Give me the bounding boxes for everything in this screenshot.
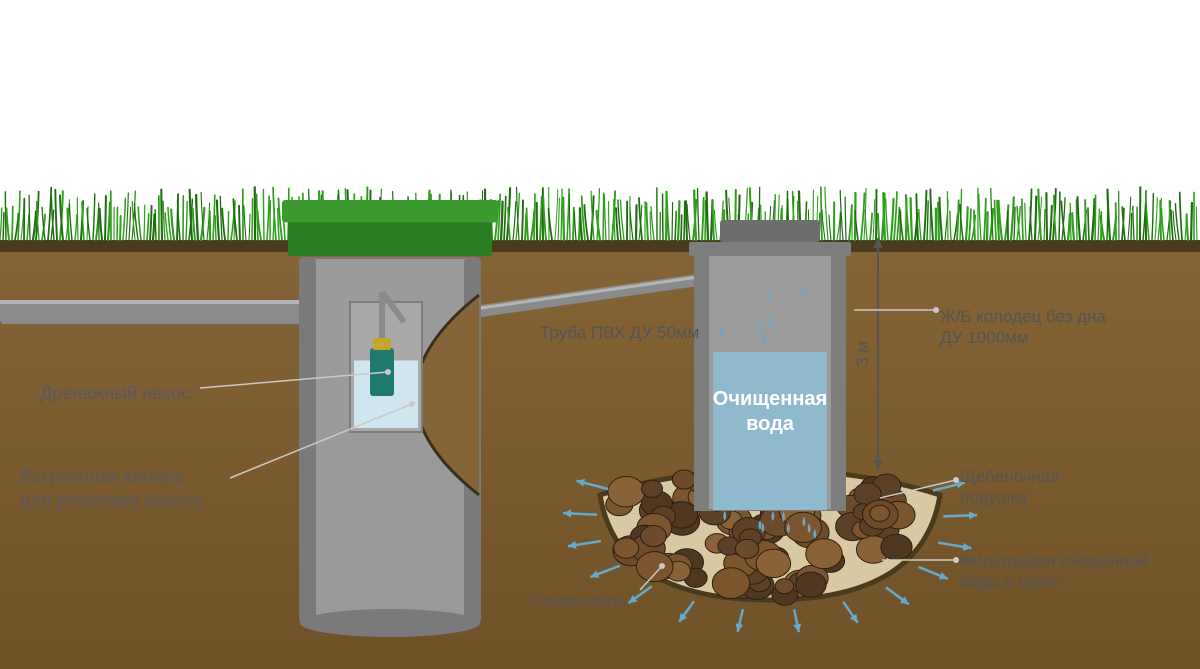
pipe-label: Труба ПВХ ДУ 50мм <box>540 322 699 343</box>
gravel_pad-label: Щебеночная подушка <box>960 466 1060 509</box>
dimension-label: 3 м <box>853 341 872 367</box>
pump-label: Дренажный насос <box>40 382 190 405</box>
water-label: Очищенная вода <box>713 387 827 437</box>
septic-tank <box>282 200 498 637</box>
septic-lid <box>288 220 492 256</box>
chamber-label: Встроенная камера для установки насоса <box>20 466 202 511</box>
well-lid <box>720 220 820 242</box>
concrete-well <box>689 220 851 539</box>
sky <box>0 0 1200 240</box>
filtration-label: Фильтрация очищенной воды в грунт <box>960 550 1148 593</box>
topsoil <box>0 240 1200 252</box>
well-label: Ж/Б колодец без дна ДУ 1000мм <box>940 306 1106 349</box>
geotextile-label: Геотекстиль <box>530 590 626 611</box>
